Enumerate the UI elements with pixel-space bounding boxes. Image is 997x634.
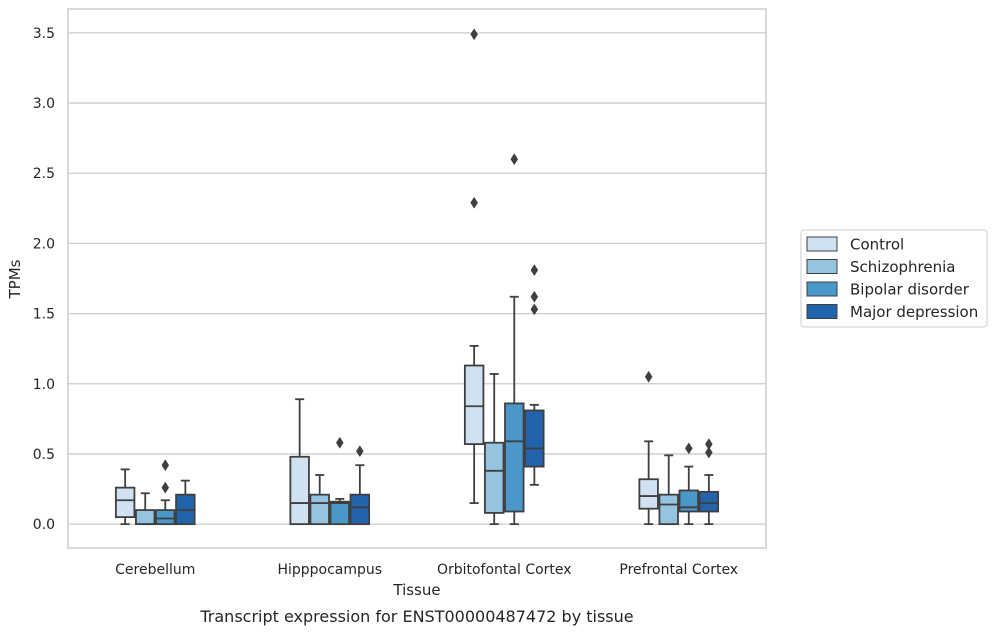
box-iqr bbox=[329, 500, 350, 526]
outlier-point bbox=[470, 196, 478, 209]
x-tick-label: Hipppocampus bbox=[277, 562, 382, 578]
y-tick-label: 0.0 bbox=[33, 517, 55, 533]
gridlines bbox=[68, 32, 766, 525]
outlier-point bbox=[470, 28, 478, 41]
box-major-depression bbox=[698, 438, 720, 526]
y-axis-title: TPMs bbox=[6, 259, 24, 299]
outlier-point bbox=[530, 290, 539, 303]
legend-frame bbox=[800, 229, 988, 328]
y-tick-label: 1.5 bbox=[33, 307, 55, 323]
outlier-point bbox=[510, 153, 519, 166]
outlier-point bbox=[335, 436, 344, 449]
box-iqr bbox=[698, 490, 720, 513]
box-iqr bbox=[309, 493, 330, 526]
legend-label: Schizophrenia bbox=[850, 258, 955, 276]
legend-swatch bbox=[806, 304, 838, 319]
box-iqr bbox=[135, 509, 156, 526]
x-tick-label: Cerebellum bbox=[115, 562, 195, 578]
legend-label: Bipolar disorder bbox=[850, 281, 970, 299]
box-bipolar-disorder bbox=[504, 153, 525, 526]
box-control bbox=[114, 468, 136, 526]
y-tick-label: 0.5 bbox=[33, 447, 55, 463]
box-schizophrenia bbox=[658, 454, 679, 526]
legend-swatch bbox=[806, 259, 838, 274]
y-tick-label: 3.0 bbox=[33, 96, 55, 112]
box-bipolar-disorder bbox=[329, 436, 350, 526]
outlier-point bbox=[161, 481, 170, 494]
legend-swatch bbox=[806, 281, 838, 297]
box-iqr bbox=[155, 509, 176, 526]
box-iqr bbox=[638, 478, 659, 510]
x-axis-ticks: Cerebellum Hipppocampus Orbitofontal Corte… bbox=[115, 562, 738, 578]
x-tick-label: Orbitofontal Cortex bbox=[437, 562, 572, 578]
y-tick-label: 1.0 bbox=[33, 377, 55, 393]
outlier-point bbox=[644, 370, 653, 383]
outlier-point bbox=[530, 303, 539, 316]
outlier-point bbox=[705, 446, 713, 459]
box-iqr bbox=[524, 409, 545, 468]
box-control bbox=[638, 370, 659, 526]
y-tick-label: 2.5 bbox=[33, 166, 55, 182]
legend-swatch bbox=[806, 236, 838, 252]
y-tick-label: 2.0 bbox=[33, 236, 55, 252]
box-iqr bbox=[658, 493, 679, 526]
legend-label: Major depression bbox=[850, 303, 978, 321]
legend-label: Control bbox=[850, 236, 904, 254]
box-iqr bbox=[484, 441, 505, 514]
box-control bbox=[289, 398, 310, 526]
box-schizophrenia bbox=[484, 373, 505, 526]
y-tick-label: 3.5 bbox=[33, 26, 55, 42]
box-iqr bbox=[289, 455, 310, 526]
box-bipolar-disorder bbox=[678, 442, 699, 526]
box-iqr bbox=[504, 402, 525, 513]
outlier-point bbox=[161, 459, 170, 472]
outlier-point bbox=[356, 445, 364, 458]
outlier-point bbox=[530, 264, 539, 277]
outlier-point bbox=[705, 438, 713, 451]
x-tick-label: Prefrontal Cortex bbox=[619, 562, 738, 578]
outlier-point bbox=[684, 442, 693, 455]
chart-caption: Transcript expression for ENST0000048747… bbox=[199, 607, 633, 626]
box-iqr bbox=[678, 489, 699, 513]
box-major-depression bbox=[349, 445, 371, 526]
x-axis-title: Tissue bbox=[392, 581, 440, 599]
box-schizophrenia bbox=[309, 474, 330, 526]
box-control bbox=[463, 28, 485, 504]
box-plot-series bbox=[114, 28, 720, 526]
y-axis-ticks: 0.0 0.5 1.0 1.5 2.0 2.5 3.0 3.5 bbox=[33, 26, 55, 533]
box-iqr bbox=[349, 493, 371, 526]
box-major-depression bbox=[524, 264, 545, 486]
box-iqr bbox=[463, 364, 485, 446]
box-schizophrenia bbox=[135, 492, 156, 526]
box-bipolar-disorder bbox=[155, 459, 176, 526]
axes-frame bbox=[67, 8, 767, 549]
legend: Control Schizophrenia Bipolar disorder Majo… bbox=[800, 229, 988, 328]
box-major-depression bbox=[175, 479, 196, 526]
box-iqr bbox=[114, 486, 136, 519]
